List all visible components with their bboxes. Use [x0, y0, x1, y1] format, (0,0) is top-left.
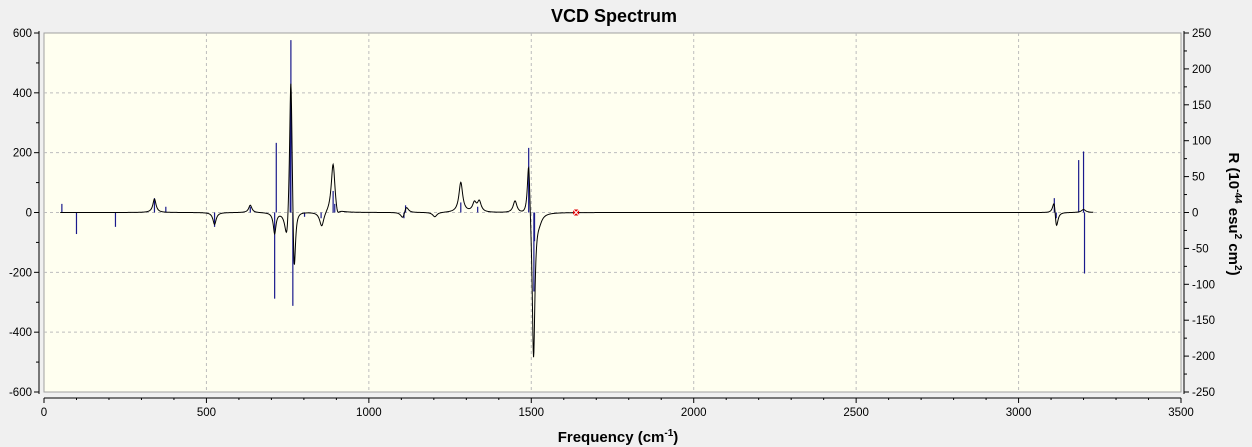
- y-left-axis-ticks: -600 -400 -200 0 200 400 600: [9, 28, 39, 399]
- chart-title: VCD Spectrum: [551, 6, 677, 26]
- x-tick-label: 2500: [843, 407, 869, 419]
- y-right-tick-label: -150: [1192, 315, 1215, 327]
- y-left-tick-label: 400: [13, 88, 32, 100]
- y-right-tick-label: 200: [1192, 64, 1211, 76]
- x-tick-label: 0: [41, 407, 47, 419]
- y-left-tick-label: -200: [9, 267, 32, 279]
- y-left-tick-label: 200: [13, 148, 32, 160]
- marker-point[interactable]: [571, 208, 581, 217]
- stick-series: [61, 40, 1086, 306]
- y-left-tick-label: -600: [9, 387, 32, 399]
- x-tick-label: 1500: [518, 407, 544, 419]
- y-right-tick-label: 100: [1192, 136, 1211, 148]
- x-tick-label: 500: [197, 407, 216, 419]
- x-tick-label: 1000: [356, 407, 382, 419]
- x-axis-ticks: 0 500 1000 1500 2000 2500 3000 3500: [41, 398, 1194, 419]
- x-axis-label: Frequency (cm-1): [558, 428, 679, 446]
- y-right-tick-label: 0: [1192, 208, 1198, 220]
- y-right-axis-ticks: -250 -200 -150 -100 -50 0 50 100 150 200 250: [1184, 28, 1215, 399]
- y-left-tick-label: -400: [9, 327, 32, 339]
- y-left-tick-label: 600: [13, 28, 32, 40]
- y-right-tick-label: 50: [1192, 172, 1205, 184]
- x-tick-label: 2000: [681, 407, 707, 419]
- y-right-axis-label: R (10-44 esu2 cm2): [1225, 152, 1243, 275]
- y-right-tick-label: 250: [1192, 28, 1211, 40]
- y-right-tick-label: -50: [1192, 243, 1209, 255]
- marker-cross-b: [571, 208, 581, 217]
- y-right-tick-label: -200: [1192, 351, 1215, 363]
- x-tick-label: 3000: [1006, 407, 1032, 419]
- y-left-tick-label: 0: [26, 208, 32, 220]
- y-right-tick-label: 150: [1192, 100, 1211, 112]
- selected-point-marker[interactable]: [571, 208, 581, 217]
- y-right-tick-label: -250: [1192, 387, 1215, 399]
- y-right-tick-label: -100: [1192, 279, 1215, 291]
- x-tick-label: 3500: [1168, 407, 1194, 419]
